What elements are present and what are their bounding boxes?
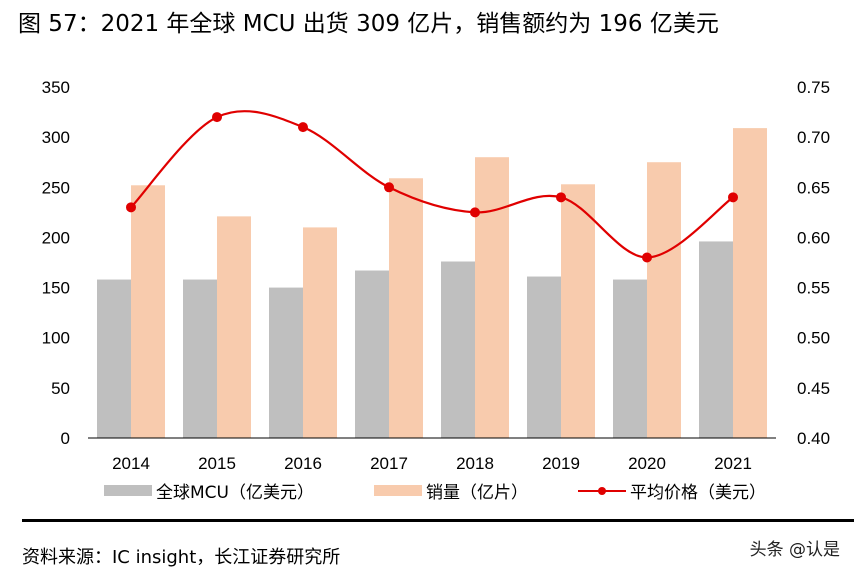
legend-label: 平均价格（美元）: [630, 483, 766, 503]
bar-2021-s0: [699, 241, 733, 438]
y-left-tick-label: 300: [42, 128, 70, 147]
bar-2014-s0: [97, 279, 131, 438]
y-right-tick-label: 0.70: [797, 128, 830, 147]
bar-2019-s1: [561, 184, 595, 438]
y-left-tick-label: 200: [42, 228, 70, 247]
y-right-tick-label: 0.75: [797, 78, 830, 97]
watermark: 头条 @认是: [749, 540, 840, 560]
price-point-2015: [212, 112, 222, 123]
chart: 2014 2015 2016 2017 2018 2019 2020 2021 0 50 100 15…: [42, 78, 830, 473]
y-left-tick-label: 250: [42, 178, 70, 197]
y-right-tick-label: 0.60: [797, 228, 830, 247]
price-point-2014: [126, 202, 136, 213]
y-right-tick-label: 0.50: [797, 329, 830, 348]
chart-title: 图 57：2021 年全球 MCU 出货 309 亿片，销售额约为 196 亿美…: [18, 11, 719, 37]
bar-2020-s1: [647, 162, 681, 438]
legend-item-price: 平均价格（美元）: [578, 478, 766, 503]
source-note: 资料来源：IC insight，长江证券研究所: [22, 547, 341, 568]
legend-item-mcu: 全球MCU（亿美元）: [104, 478, 314, 503]
legend-swatch-gray: [104, 485, 152, 496]
x-tick-label: 2020: [628, 454, 666, 473]
x-tick-label: 2014: [112, 454, 150, 473]
bar-2016-s1: [303, 227, 337, 438]
bar-2020-s0: [613, 279, 647, 438]
y-right-tick-label: 0.40: [797, 429, 830, 448]
y-right-tick-label: 0.55: [797, 279, 830, 298]
y-left-tick-label: 100: [42, 329, 70, 348]
legend-label: 全球MCU（亿美元）: [156, 483, 314, 503]
bar-2017-s1: [389, 178, 423, 438]
legend-swatch-orange: [374, 485, 422, 496]
divider: [22, 519, 854, 522]
y-left-tick-label: 50: [51, 379, 70, 398]
y-left-tick-label: 0: [61, 429, 70, 448]
x-tick-label: 2021: [714, 454, 752, 473]
bar-2014-s1: [131, 185, 165, 438]
x-tick-label: 2019: [542, 454, 580, 473]
bar-2016-s0: [269, 287, 303, 438]
price-point-2021: [728, 192, 738, 203]
legend-item-volume: 销量（亿片）: [374, 478, 528, 503]
bar-2018-s0: [441, 261, 475, 438]
x-tick-label: 2017: [370, 454, 408, 473]
y-left-tick-label: 350: [42, 78, 70, 97]
bar-2018-s1: [475, 157, 509, 438]
bar-2017-s0: [355, 270, 389, 438]
y-right-tick-label: 0.45: [797, 379, 830, 398]
bar-2015-s0: [183, 279, 217, 438]
price-point-2020: [642, 252, 652, 263]
bar-2015-s1: [217, 216, 251, 438]
price-point-2016: [298, 122, 308, 133]
y-right-tick-label: 0.65: [797, 178, 830, 197]
price-point-2017: [384, 182, 394, 193]
y-left-tick-label: 150: [42, 279, 70, 298]
price-point-2019: [556, 192, 566, 203]
bar-2021-s1: [733, 128, 767, 439]
bar-2019-s0: [527, 276, 561, 438]
x-tick-label: 2018: [456, 454, 494, 473]
price-point-2018: [470, 207, 480, 218]
x-tick-label: 2016: [284, 454, 322, 473]
legend-line-marker-icon: [578, 486, 626, 495]
x-tick-label: 2015: [198, 454, 236, 473]
legend-label: 销量（亿片）: [426, 483, 528, 503]
